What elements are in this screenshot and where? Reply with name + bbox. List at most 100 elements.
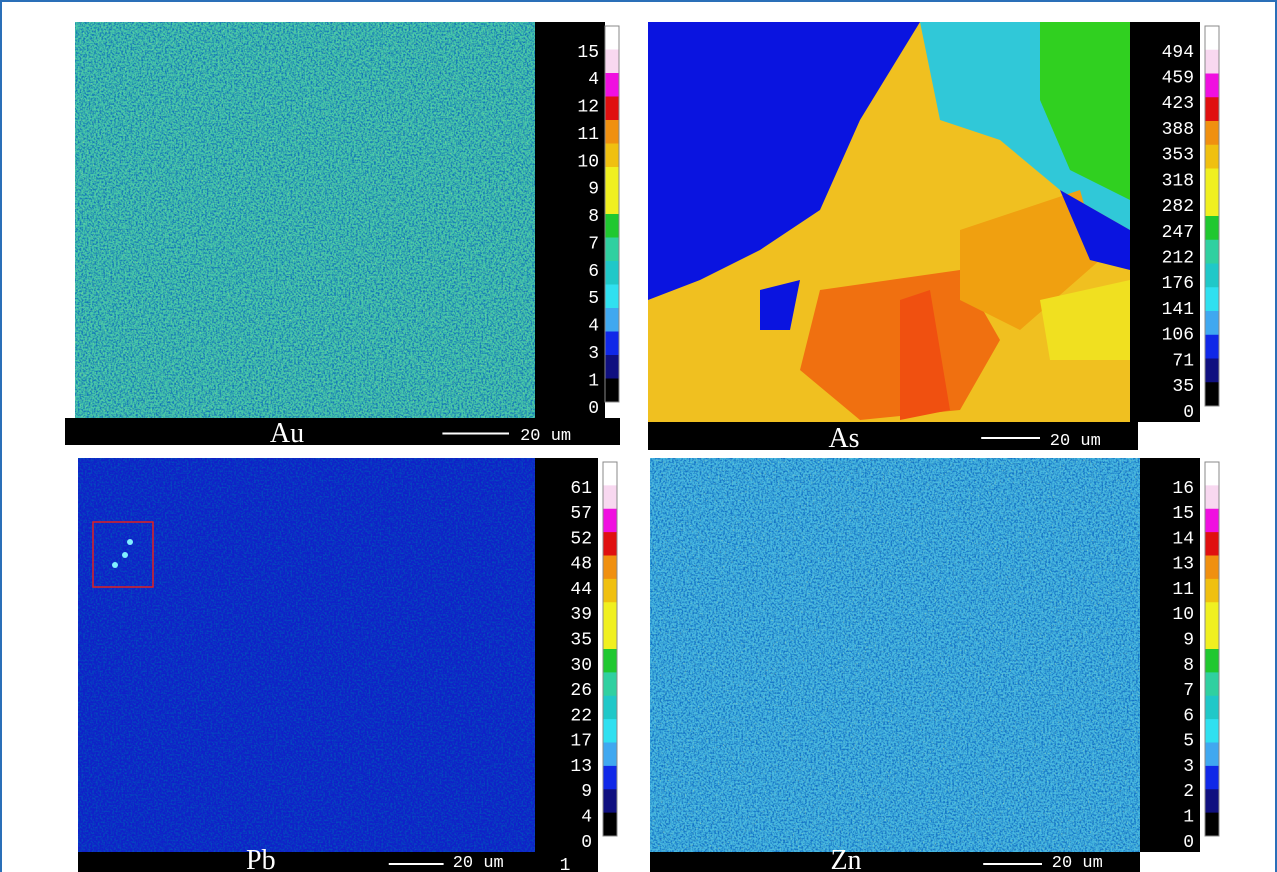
colorbar-label: 71 xyxy=(1172,351,1194,371)
colorbar-swatch xyxy=(605,332,619,356)
colorbar-label: 14 xyxy=(1172,529,1194,549)
colorbar-swatch xyxy=(1205,509,1219,533)
scale-bar-label: 20 um xyxy=(1052,854,1103,872)
colorbar-swatch xyxy=(603,719,617,743)
colorbar-label: 12 xyxy=(577,98,599,118)
colorbar-swatch xyxy=(603,532,617,556)
colorbar-label: 16 xyxy=(1172,479,1194,499)
colorbar-label: 247 xyxy=(1162,223,1194,243)
colorbar-swatch xyxy=(605,191,619,215)
scale-bar-label: 20 um xyxy=(1050,432,1101,451)
colorbar-swatch xyxy=(1205,485,1219,509)
colorbar-label: 318 xyxy=(1162,171,1194,191)
colorbar-label: 35 xyxy=(570,630,592,650)
colorbar-swatch xyxy=(605,285,619,309)
map-texture xyxy=(650,458,1140,852)
colorbar-swatch xyxy=(603,766,617,790)
colorbar-swatch xyxy=(1205,264,1219,288)
colorbar-label: 9 xyxy=(581,782,592,802)
colorbar-swatch xyxy=(1205,719,1219,743)
colorbar-swatch xyxy=(1205,359,1219,383)
colorbar-swatch xyxy=(603,579,617,603)
colorbar-label: 4 xyxy=(588,317,599,337)
colorbar-swatch xyxy=(605,261,619,285)
colorbar-label: 15 xyxy=(577,43,599,63)
colorbar-label: 35 xyxy=(1172,377,1194,397)
colorbar-swatch xyxy=(1205,556,1219,580)
colorbar-swatch xyxy=(1205,789,1219,813)
colorbar-label: 3 xyxy=(588,344,599,364)
colorbar-label: 8 xyxy=(588,207,599,227)
colorbar-label: 0 xyxy=(588,399,599,419)
highlight-spot xyxy=(127,539,133,545)
colorbar-label: 57 xyxy=(570,504,592,524)
colorbar-swatch xyxy=(603,672,617,696)
colorbar-label: 7 xyxy=(1183,681,1194,701)
colorbar-swatch xyxy=(603,462,617,486)
as-map xyxy=(648,22,1130,422)
colorbar-label: 15 xyxy=(1172,504,1194,524)
colorbar-swatch xyxy=(1205,462,1219,486)
map-texture xyxy=(78,458,535,852)
colorbar-label: 5 xyxy=(588,289,599,309)
colorbar-swatch xyxy=(603,556,617,580)
colorbar-label: 30 xyxy=(570,656,592,676)
colorbar-label: 8 xyxy=(1183,656,1194,676)
colorbar-swatch xyxy=(605,50,619,74)
colorbar-label: 0 xyxy=(1183,403,1194,423)
scale-bar-label: 20 um xyxy=(520,427,571,446)
colorbar-label: 459 xyxy=(1162,68,1194,88)
colorbar-label: 4 xyxy=(581,807,592,827)
colorbar-label: 44 xyxy=(570,580,592,600)
colorbar-swatch xyxy=(605,214,619,238)
colorbar-swatch xyxy=(603,696,617,720)
colorbar-swatch xyxy=(1205,766,1219,790)
colorbar-label: 6 xyxy=(1183,706,1194,726)
colorbar-swatch xyxy=(603,509,617,533)
colorbar-swatch xyxy=(605,144,619,168)
colorbar-swatch xyxy=(605,308,619,332)
colorbar-swatch xyxy=(1205,696,1219,720)
colorbar-label: 39 xyxy=(570,605,592,625)
colorbar-label: 22 xyxy=(570,706,592,726)
colorbar-swatch xyxy=(1205,169,1219,193)
colorbar-label: 0 xyxy=(581,833,592,853)
colorbar-label: 2 xyxy=(1183,782,1194,802)
colorbar-label: 9 xyxy=(588,180,599,200)
colorbar-swatch xyxy=(1205,74,1219,98)
colorbar-swatch xyxy=(1205,50,1219,74)
colorbar-swatch xyxy=(603,789,617,813)
colorbar-label: 3 xyxy=(1183,757,1194,777)
colorbar-swatch xyxy=(1205,240,1219,264)
colorbar-swatch xyxy=(1205,743,1219,767)
colorbar-label: 353 xyxy=(1162,146,1194,166)
colorbar-swatch xyxy=(1205,311,1219,335)
element-label: Pb xyxy=(246,845,276,872)
colorbar-label: 4 xyxy=(588,70,599,90)
colorbar-swatch xyxy=(605,167,619,191)
colorbar-label: 6 xyxy=(588,262,599,282)
colorbar-swatch xyxy=(603,485,617,509)
colorbar-label: 282 xyxy=(1162,197,1194,217)
colorbar-label: 61 xyxy=(570,479,592,499)
colorbar-swatch xyxy=(603,813,617,837)
colorbar-swatch xyxy=(1205,532,1219,556)
colorbar-swatch xyxy=(1205,335,1219,359)
scale-bar-label: 20 um xyxy=(453,854,504,872)
colorbar-swatch xyxy=(605,97,619,121)
colorbar-label: 176 xyxy=(1162,274,1194,294)
colorbar-label: 0 xyxy=(1183,833,1194,853)
colorbar-label: 10 xyxy=(1172,605,1194,625)
colorbar-swatch xyxy=(605,355,619,379)
colorbar-swatch xyxy=(1205,382,1219,406)
colorbar-swatch xyxy=(1205,672,1219,696)
colorbar-swatch xyxy=(605,73,619,97)
colorbar-label: 52 xyxy=(570,529,592,549)
colorbar-label: 11 xyxy=(577,125,599,145)
colorbar-swatch xyxy=(1205,626,1219,650)
colorbar-label: 423 xyxy=(1162,94,1194,114)
figure: 1541211109876543104Au20 um49445942338835… xyxy=(0,0,1277,872)
colorbar-swatch xyxy=(1205,192,1219,216)
highlight-spot xyxy=(112,562,118,568)
colorbar-label: 1 xyxy=(588,371,599,391)
